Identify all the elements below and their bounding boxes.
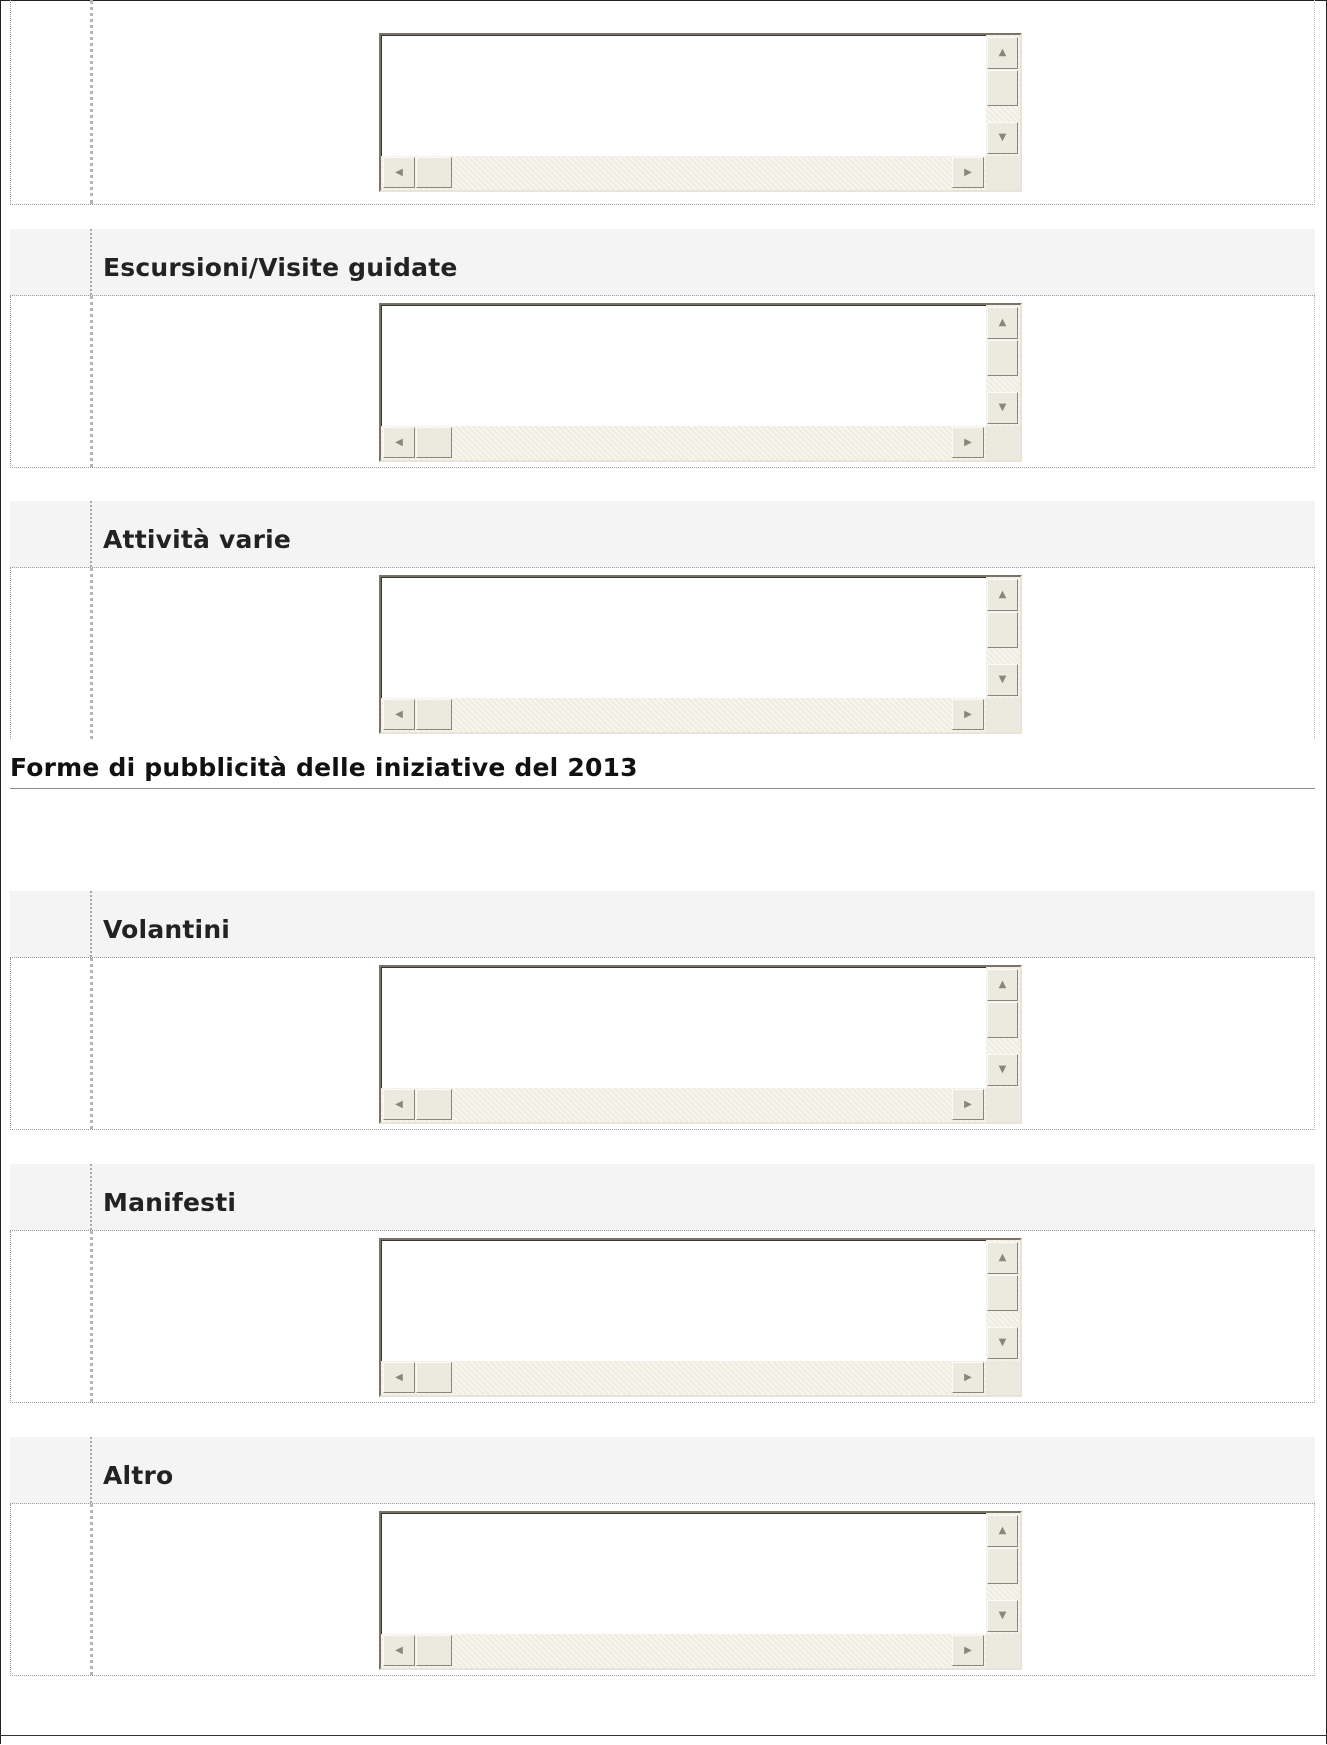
textarea-field-manifesti[interactable]: ▲ ▼ ◀ ▶: [379, 1238, 1022, 1397]
textarea-field-escursioni[interactable]: ▲ ▼ ◀ ▶: [379, 303, 1022, 462]
field-label: Manifesti: [103, 1188, 237, 1217]
field-label: Volantini: [103, 915, 231, 944]
horizontal-scrollbar[interactable]: ◀ ▶: [381, 698, 986, 732]
field-header: Volantini: [10, 891, 1315, 958]
vertical-scrollbar[interactable]: ▲ ▼: [986, 1240, 1020, 1361]
scroll-down-icon[interactable]: ▼: [987, 1600, 1018, 1632]
scroll-corner: [986, 156, 1020, 190]
scroll-down-icon[interactable]: ▼: [987, 1327, 1018, 1359]
scroll-down-icon[interactable]: ▼: [987, 392, 1018, 424]
divider-line: [90, 958, 93, 1129]
scroll-up-icon[interactable]: ▲: [987, 969, 1018, 1001]
field-body: ▲ ▼ ◀ ▶: [10, 296, 1315, 468]
field-body: ▲ ▼ ◀ ▶: [10, 1231, 1315, 1403]
scroll-left-icon[interactable]: ◀: [383, 157, 415, 188]
field-body: ▲ ▼ ◀ ▶: [10, 958, 1315, 1130]
divider-line: [90, 501, 92, 567]
scroll-thumb[interactable]: [416, 157, 452, 188]
horizontal-scrollbar[interactable]: ◀ ▶: [381, 1088, 986, 1122]
scroll-right-icon[interactable]: ▶: [952, 699, 984, 730]
field-label: Altro: [103, 1461, 174, 1490]
field-body: ▲ ▼ ◀ ▶: [10, 0, 1315, 205]
scroll-thumb[interactable]: [416, 1635, 452, 1666]
form-block-altro: Altro ▲ ▼ ◀ ▶: [10, 1437, 1315, 1676]
vertical-scrollbar[interactable]: ▲ ▼: [986, 967, 1020, 1088]
field-header: Attività varie: [10, 501, 1315, 568]
scroll-up-icon[interactable]: ▲: [987, 37, 1018, 69]
scroll-up-icon[interactable]: ▲: [987, 1515, 1018, 1547]
vertical-scrollbar[interactable]: ▲ ▼: [986, 1513, 1020, 1634]
scroll-left-icon[interactable]: ◀: [383, 1089, 415, 1120]
field-header: Escursioni/Visite guidate: [10, 229, 1315, 296]
divider-line: [90, 1437, 92, 1503]
vertical-scrollbar[interactable]: ▲ ▼: [986, 305, 1020, 426]
horizontal-scrollbar[interactable]: ◀ ▶: [381, 1634, 986, 1668]
divider-line: [90, 229, 92, 295]
section-title: Forme di pubblicità delle iniziative del…: [10, 753, 638, 782]
scroll-thumb[interactable]: [416, 699, 452, 730]
scroll-thumb[interactable]: [987, 612, 1018, 648]
form-block-0: ▲ ▼ ◀ ▶: [10, 0, 1315, 205]
scroll-corner: [986, 426, 1020, 460]
scroll-thumb[interactable]: [416, 1089, 452, 1120]
scroll-up-icon[interactable]: ▲: [987, 307, 1018, 339]
scroll-thumb[interactable]: [987, 1002, 1018, 1038]
divider-line: [90, 1231, 93, 1402]
scroll-corner: [986, 698, 1020, 732]
scroll-right-icon[interactable]: ▶: [952, 427, 984, 458]
scroll-thumb[interactable]: [987, 70, 1018, 106]
textarea-field-altro[interactable]: ▲ ▼ ◀ ▶: [379, 1511, 1022, 1670]
scroll-left-icon[interactable]: ◀: [383, 1362, 415, 1393]
form-block-attivita: Attività varie ▲ ▼ ◀ ▶: [10, 501, 1315, 739]
scroll-up-icon[interactable]: ▲: [987, 579, 1018, 611]
form-block-volantini: Volantini ▲ ▼ ◀ ▶: [10, 891, 1315, 1130]
divider-line: [90, 296, 93, 467]
horizontal-scrollbar[interactable]: ◀ ▶: [381, 156, 986, 190]
horizontal-scrollbar[interactable]: ◀ ▶: [381, 1361, 986, 1395]
field-body: ▲ ▼ ◀ ▶: [10, 568, 1315, 739]
scroll-thumb[interactable]: [416, 427, 452, 458]
form-block-escursioni: Escursioni/Visite guidate ▲ ▼ ◀ ▶: [10, 229, 1315, 468]
textarea-field-volantini[interactable]: ▲ ▼ ◀ ▶: [379, 965, 1022, 1124]
section-heading: Forme di pubblicità delle iniziative del…: [10, 748, 1315, 789]
divider-line: [90, 1164, 92, 1230]
horizontal-scrollbar[interactable]: ◀ ▶: [381, 426, 986, 460]
scroll-thumb[interactable]: [987, 340, 1018, 376]
textarea-field-attivita[interactable]: ▲ ▼ ◀ ▶: [379, 575, 1022, 734]
form-block-manifesti: Manifesti ▲ ▼ ◀ ▶: [10, 1164, 1315, 1403]
scroll-left-icon[interactable]: ◀: [383, 427, 415, 458]
scroll-up-icon[interactable]: ▲: [987, 1242, 1018, 1274]
scroll-right-icon[interactable]: ▶: [952, 157, 984, 188]
field-header: Manifesti: [10, 1164, 1315, 1231]
scroll-right-icon[interactable]: ▶: [952, 1089, 984, 1120]
field-header: Altro: [10, 1437, 1315, 1504]
scroll-down-icon[interactable]: ▼: [987, 1054, 1018, 1086]
scroll-down-icon[interactable]: ▼: [987, 122, 1018, 154]
scroll-left-icon[interactable]: ◀: [383, 1635, 415, 1666]
scroll-corner: [986, 1088, 1020, 1122]
scroll-right-icon[interactable]: ▶: [952, 1635, 984, 1666]
field-body: ▲ ▼ ◀ ▶: [10, 1504, 1315, 1676]
divider-line: [90, 891, 92, 957]
field-label: Escursioni/Visite guidate: [103, 253, 458, 282]
field-label: Attività varie: [103, 525, 292, 554]
scroll-thumb[interactable]: [416, 1362, 452, 1393]
textarea-field-0[interactable]: ▲ ▼ ◀ ▶: [379, 33, 1022, 192]
scroll-left-icon[interactable]: ◀: [383, 699, 415, 730]
scroll-right-icon[interactable]: ▶: [952, 1362, 984, 1393]
scroll-down-icon[interactable]: ▼: [987, 664, 1018, 696]
scroll-thumb[interactable]: [987, 1275, 1018, 1311]
scroll-corner: [986, 1361, 1020, 1395]
divider-line: [90, 0, 93, 204]
divider-line: [90, 1504, 93, 1675]
vertical-scrollbar[interactable]: ▲ ▼: [986, 35, 1020, 156]
footer-divider: [0, 1735, 1327, 1736]
vertical-scrollbar[interactable]: ▲ ▼: [986, 577, 1020, 698]
scroll-thumb[interactable]: [987, 1548, 1018, 1584]
divider-line: [90, 568, 93, 739]
scroll-corner: [986, 1634, 1020, 1668]
